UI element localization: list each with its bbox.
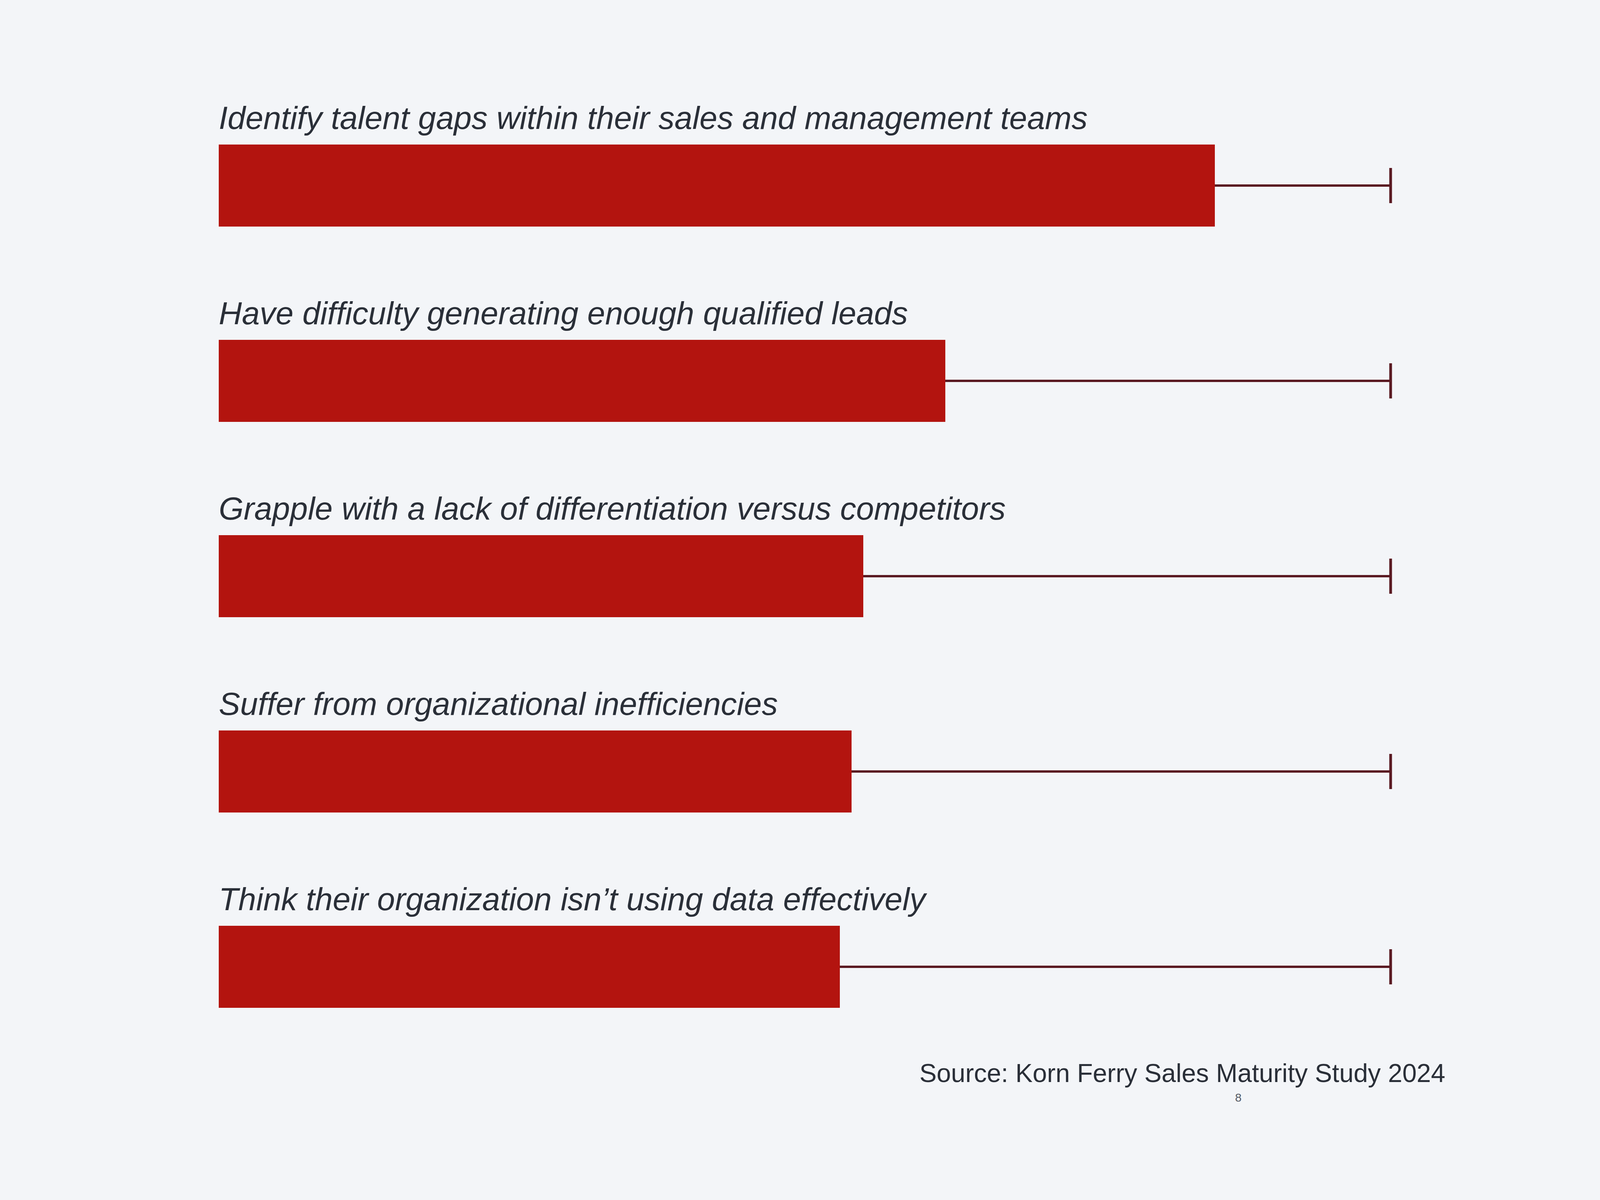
bar bbox=[218, 144, 1215, 227]
category-label: Suffer from organizational inefficiencie… bbox=[218, 685, 778, 722]
range-end bbox=[1389, 558, 1393, 594]
category-label: Grapple with a lack of differentiation v… bbox=[218, 490, 1006, 527]
bar bbox=[218, 535, 864, 618]
range-end bbox=[1389, 949, 1393, 985]
range-lines bbox=[218, 167, 1391, 985]
source: Source: Korn Ferry Sales Maturity Study … bbox=[919, 1058, 1446, 1088]
page-number: 8 bbox=[1235, 1091, 1242, 1104]
bar bbox=[218, 730, 852, 813]
background bbox=[0, 0, 1600, 1200]
category-label: Have difficulty generating enough qualif… bbox=[218, 295, 908, 331]
category-labels: Identify talent gaps within their sales … bbox=[218, 100, 1088, 917]
range-end bbox=[1389, 167, 1393, 204]
chart: Identify talent gaps within their sales … bbox=[0, 0, 1600, 1200]
bar bbox=[218, 925, 840, 1008]
category-label: Think their organization isn’t using dat… bbox=[218, 881, 928, 917]
bar bbox=[218, 339, 946, 422]
range-end bbox=[1389, 753, 1393, 790]
category-label: Identify talent gaps within their sales … bbox=[218, 100, 1088, 136]
range-end bbox=[1389, 363, 1393, 399]
bars bbox=[218, 144, 1215, 1008]
